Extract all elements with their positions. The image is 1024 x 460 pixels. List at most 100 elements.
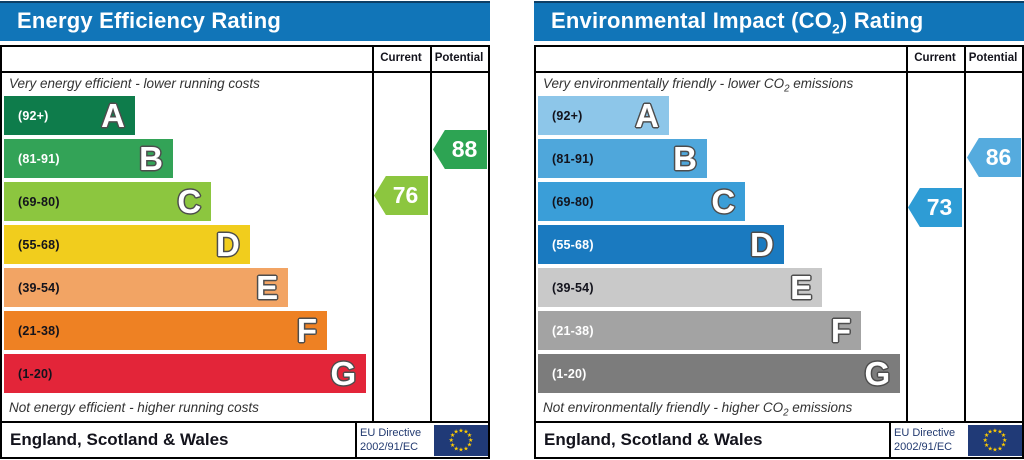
band-letter: B <box>139 140 163 177</box>
rating-scale: (92+) A (81-91) B (69-80) C (55-68) D (39-54… <box>4 96 372 393</box>
divider <box>0 71 490 73</box>
band-letter: D <box>749 226 774 263</box>
current-rating-value: 76 <box>392 182 419 208</box>
eu-flag-icon: ★ ★★★★★★★★★★★ <box>968 425 1022 456</box>
panel-title-tail: ) Rating <box>839 7 924 33</box>
band-bar-a: (92+) A <box>4 96 135 135</box>
band-bar-e: (39-54) E <box>538 268 823 307</box>
svg-text:★: ★ <box>997 445 1002 452</box>
band-range-label: (69-80) <box>18 194 60 209</box>
svg-text:★: ★ <box>984 432 989 439</box>
region-label: England, Scotland & Wales <box>544 430 763 449</box>
potential-column-header: Potential <box>968 52 1018 64</box>
top-caption-subscript: 2 <box>784 83 790 95</box>
bottom-caption-subscript: 2 <box>783 407 789 419</box>
svg-text:★: ★ <box>1001 442 1006 449</box>
svg-text:★: ★ <box>1001 432 1006 439</box>
top-caption: Very environmentally friendly - lower CO… <box>543 73 853 95</box>
band-range-label: (21-38) <box>18 323 60 338</box>
svg-text:★: ★ <box>987 429 992 436</box>
svg-text:★: ★ <box>1002 437 1007 444</box>
band-bar-b: (81-91) B <box>538 139 707 178</box>
svg-text:★: ★ <box>453 429 458 436</box>
band-range-label: (1-20) <box>552 366 587 381</box>
divider <box>534 71 1024 73</box>
band-range-label: (55-68) <box>552 237 594 252</box>
bottom-caption: Not environmentally friendly - higher CO… <box>543 397 852 419</box>
panel-title: Environmental Impact (CO2) Rating <box>534 8 923 36</box>
svg-text:★: ★ <box>458 447 463 454</box>
potential-column-header: Potential <box>434 52 484 64</box>
band-letter: D <box>215 226 240 263</box>
band-letter: E <box>256 269 279 306</box>
band-bar-a: (92+) A <box>538 96 669 135</box>
eu-directive-label: EU Directive 2002/91/EC <box>360 426 432 454</box>
band-bar-f: (21-38) F <box>4 311 328 350</box>
potential-rating-value: 86 <box>985 144 1012 170</box>
band-bar-d: (55-68) D <box>538 225 784 264</box>
svg-text:★: ★ <box>992 427 997 434</box>
band-range-label: (39-54) <box>18 280 60 295</box>
divider <box>0 421 490 423</box>
eu-directive-line1: EU Directive <box>360 427 422 439</box>
panel-title: Energy Efficiency Rating <box>0 8 281 36</box>
band-range-label: (39-54) <box>552 280 594 295</box>
top-caption-tail: emissions <box>789 76 854 91</box>
bottom-caption: Not energy efficient - higher running co… <box>9 397 259 419</box>
svg-text:★: ★ <box>450 432 455 439</box>
divider <box>534 421 1024 423</box>
band-bar-d: (55-68) D <box>4 225 250 264</box>
panel-title-text: Energy Efficiency Rating <box>17 7 281 33</box>
current-rating-arrow: 76 <box>374 176 428 215</box>
band-letter: A <box>635 97 659 134</box>
divider <box>430 45 432 421</box>
current-column-header: Current <box>380 52 422 64</box>
band-letter: G <box>864 355 891 392</box>
band-bar-f: (21-38) F <box>538 311 862 350</box>
energy-title-bar: Energy Efficiency Rating <box>0 1 490 41</box>
band-letter: F <box>296 312 318 349</box>
panel-title-subscript: 2 <box>832 21 840 37</box>
svg-text:★: ★ <box>983 437 988 444</box>
svg-text:★: ★ <box>463 429 468 436</box>
potential-rating-value: 88 <box>451 136 478 162</box>
band-letter: C <box>177 183 202 220</box>
top-caption: Very energy efficient - lower running co… <box>9 73 260 95</box>
band-bar-c: (69-80) C <box>538 182 746 221</box>
svg-text:★: ★ <box>467 442 472 449</box>
eu-flag-icon: ★ ★★★★★★★★★★★ <box>434 425 488 456</box>
band-range-label: (92+) <box>18 108 49 123</box>
rating-scale: (92+) A (81-91) B (69-80) C (55-68) D (39-54… <box>538 96 906 393</box>
band-range-label: (69-80) <box>552 194 594 209</box>
divider <box>355 421 357 458</box>
eu-directive-line2: 2002/91/EC <box>360 441 419 453</box>
current-rating-arrow: 73 <box>908 188 962 227</box>
svg-text:★: ★ <box>467 432 472 439</box>
band-range-label: (55-68) <box>18 237 60 252</box>
band-range-label: (21-38) <box>552 323 594 338</box>
band-letter: C <box>711 183 736 220</box>
band-letter: F <box>830 312 852 349</box>
divider <box>889 421 891 458</box>
band-bar-g: (1-20) G <box>538 354 901 393</box>
divider <box>906 45 908 421</box>
top-caption-text: Very environmentally friendly - lower CO <box>543 76 785 91</box>
band-bar-e: (39-54) E <box>4 268 289 307</box>
band-range-label: (92+) <box>552 108 583 123</box>
band-range-label: (1-20) <box>18 366 53 381</box>
bottom-caption-text: Not environmentally friendly - higher CO <box>543 400 784 415</box>
svg-text:★: ★ <box>997 429 1002 436</box>
band-letter: E <box>790 269 813 306</box>
region-label: England, Scotland & Wales <box>10 430 229 449</box>
band-letter: G <box>330 355 357 392</box>
band-bar-c: (69-80) C <box>4 182 212 221</box>
svg-text:★: ★ <box>468 437 473 444</box>
svg-text:★: ★ <box>987 445 992 452</box>
panel-title-text: Environmental Impact (CO <box>551 7 833 33</box>
svg-text:★: ★ <box>463 445 468 452</box>
energy-efficiency-panel: Energy Efficiency Rating Current Potenti… <box>0 1 490 459</box>
svg-text:★: ★ <box>984 442 989 449</box>
current-column-header: Current <box>914 52 956 64</box>
eu-directive-label: EU Directive 2002/91/EC <box>894 426 966 454</box>
